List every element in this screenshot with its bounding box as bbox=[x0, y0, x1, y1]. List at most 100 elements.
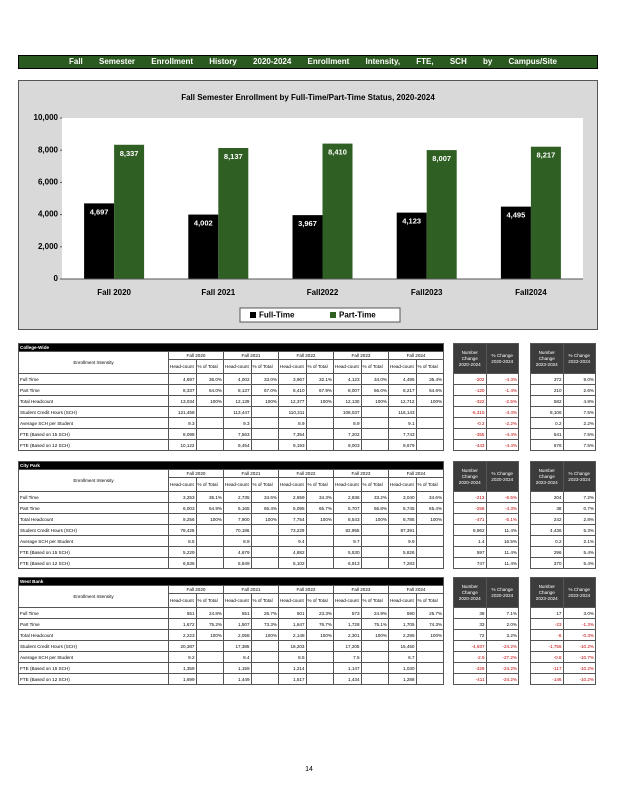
cell bbox=[305, 439, 334, 451]
cell: 116,143 bbox=[388, 406, 417, 418]
cell bbox=[195, 651, 224, 663]
change-cell: -1.3% bbox=[562, 618, 596, 630]
change-cell: -2.5% bbox=[485, 395, 519, 407]
data-row: Full Time 3,253 35.1% 2,735 34.6% 2,659 34.3% 2… bbox=[18, 491, 445, 503]
cell: 64.6% bbox=[415, 384, 445, 396]
cell bbox=[360, 673, 389, 685]
period: 2023-2024 bbox=[535, 361, 558, 367]
cell: 6,102 bbox=[278, 557, 307, 569]
percent-change-header: % Change 2020-2024 bbox=[485, 461, 519, 492]
cell: 1,449 bbox=[223, 673, 252, 685]
change-cell: 582 bbox=[530, 395, 564, 407]
cell: 9,454 bbox=[223, 439, 252, 451]
change-cell: -4.3% bbox=[485, 502, 519, 514]
change-cell: -1.4% bbox=[485, 384, 519, 396]
cell bbox=[250, 406, 279, 418]
year-row: Enrollment Intensity Fall 2020 Fall 2021 Fa… bbox=[18, 351, 445, 374]
cell: 100% bbox=[250, 629, 279, 641]
change-cell: -6 bbox=[530, 629, 564, 641]
cell: 3,967 bbox=[278, 373, 307, 385]
data-row: Student Credit Hours (SCH) 121,458 113,447… bbox=[18, 406, 445, 418]
change-cell: -2.2% bbox=[485, 417, 519, 429]
change-cell: -355 bbox=[453, 428, 487, 440]
change-cell: -24.2% bbox=[485, 673, 519, 685]
change-cell: -202 bbox=[453, 373, 487, 385]
cell: 8.5 bbox=[278, 651, 307, 663]
cell: 4,495 bbox=[388, 373, 417, 385]
cell: 34.6% bbox=[250, 491, 279, 503]
value-label: 3,967 bbox=[298, 219, 317, 228]
cell: 8.9 bbox=[278, 417, 307, 429]
y-tick-label: 10,000 bbox=[34, 113, 59, 122]
cell: 18,203 bbox=[278, 640, 307, 652]
cell: 9.2 bbox=[168, 651, 197, 663]
change-cell: -120 bbox=[453, 384, 487, 396]
cell: 6,536 bbox=[168, 557, 197, 569]
period: 2023-2024 bbox=[568, 592, 591, 598]
change-cell: -213 bbox=[453, 491, 487, 503]
section-name: City Park bbox=[17, 461, 445, 470]
change-cell: -329 bbox=[453, 662, 487, 674]
cell bbox=[250, 546, 279, 558]
cell: 100% bbox=[415, 513, 445, 525]
cell: 73.3% bbox=[250, 618, 279, 630]
cell bbox=[360, 535, 389, 547]
cell: 501 bbox=[278, 607, 307, 619]
cell: 73,229 bbox=[278, 524, 307, 536]
value-label: 4,002 bbox=[194, 219, 213, 228]
change-cell: 4,436 bbox=[530, 524, 564, 536]
value-label: 8,137 bbox=[224, 152, 243, 161]
change-cell: -4,937 bbox=[453, 640, 487, 652]
cell: 4,882 bbox=[278, 546, 307, 558]
change-cell: -4.4% bbox=[485, 439, 519, 451]
change-cell: 33 bbox=[453, 618, 487, 630]
change-cell: -27.2% bbox=[485, 651, 519, 663]
section-row: City Park bbox=[17, 461, 445, 470]
data-row: Average SCH per Student 9.3 9.3 8.9 8.9 9.1 bbox=[18, 417, 445, 429]
label: % Change bbox=[491, 586, 513, 592]
period: 2020-2024 bbox=[458, 479, 481, 485]
bar bbox=[530, 146, 561, 279]
change-cell: -6.5% bbox=[485, 491, 519, 503]
cell: 34.6% bbox=[415, 491, 445, 503]
cell bbox=[415, 640, 445, 652]
change-cell: 7.5% bbox=[562, 439, 596, 451]
cell: 6.7 bbox=[388, 651, 417, 663]
cell: 8,217 bbox=[388, 384, 417, 396]
data-row: Average SCH per Student 8.5 8.9 9.4 9.7 9.9 bbox=[18, 535, 445, 547]
row-label: FTE (Based on 15 SCH) bbox=[18, 428, 169, 440]
cell: 9,193 bbox=[278, 439, 307, 451]
row-label: Total Headcount bbox=[18, 513, 169, 525]
cell bbox=[415, 428, 445, 440]
cell: 64.9% bbox=[195, 502, 224, 514]
change-cell: -10.7% bbox=[562, 651, 596, 663]
headcount-header: Head-count bbox=[223, 359, 252, 374]
label: Number Change bbox=[538, 583, 555, 595]
cell: 75.2% bbox=[195, 618, 224, 630]
cell: 70,186 bbox=[223, 524, 252, 536]
change-row: -322 -2.5% bbox=[453, 395, 519, 407]
cell: 74.3% bbox=[415, 618, 445, 630]
headcount-header: Head-count bbox=[388, 359, 417, 374]
cell bbox=[415, 535, 445, 547]
change-header: Number Change 2020-2024% Change 2020-2024 bbox=[453, 461, 519, 492]
cell bbox=[415, 406, 445, 418]
change-cell: 0.7% bbox=[562, 502, 596, 514]
row-label: FTE (Based on 15 SCH) bbox=[18, 662, 169, 674]
change-row: 33 2.0% bbox=[453, 618, 519, 630]
change-cell: 204 bbox=[530, 491, 564, 503]
change-row: -0.8 -10.7% bbox=[530, 651, 596, 663]
section-row: College-Wide bbox=[17, 343, 445, 352]
row-label: Part Time bbox=[18, 618, 169, 630]
cell: 100% bbox=[415, 629, 445, 641]
cell bbox=[305, 662, 334, 674]
change-cell: 597 bbox=[453, 546, 487, 558]
y-tick-label: 6,000 bbox=[38, 178, 59, 187]
cell bbox=[195, 535, 224, 547]
cell bbox=[250, 417, 279, 429]
change-cell: -4.4% bbox=[485, 428, 519, 440]
data-row: Part Time 8,337 64.0% 8,137 67.0% 8,410 67.9% 8… bbox=[18, 384, 445, 396]
cell: 33.0% bbox=[250, 373, 279, 385]
number-change-header: Number Change 2020-2024 bbox=[453, 461, 487, 492]
y-tick-label: 0 bbox=[54, 274, 59, 283]
